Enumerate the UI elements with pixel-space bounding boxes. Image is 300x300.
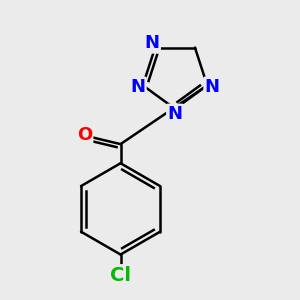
Text: O: O	[77, 126, 92, 144]
Text: N: N	[130, 78, 145, 96]
Text: N: N	[145, 34, 160, 52]
Text: Cl: Cl	[110, 266, 131, 285]
Text: N: N	[167, 105, 182, 123]
Text: N: N	[205, 78, 220, 96]
